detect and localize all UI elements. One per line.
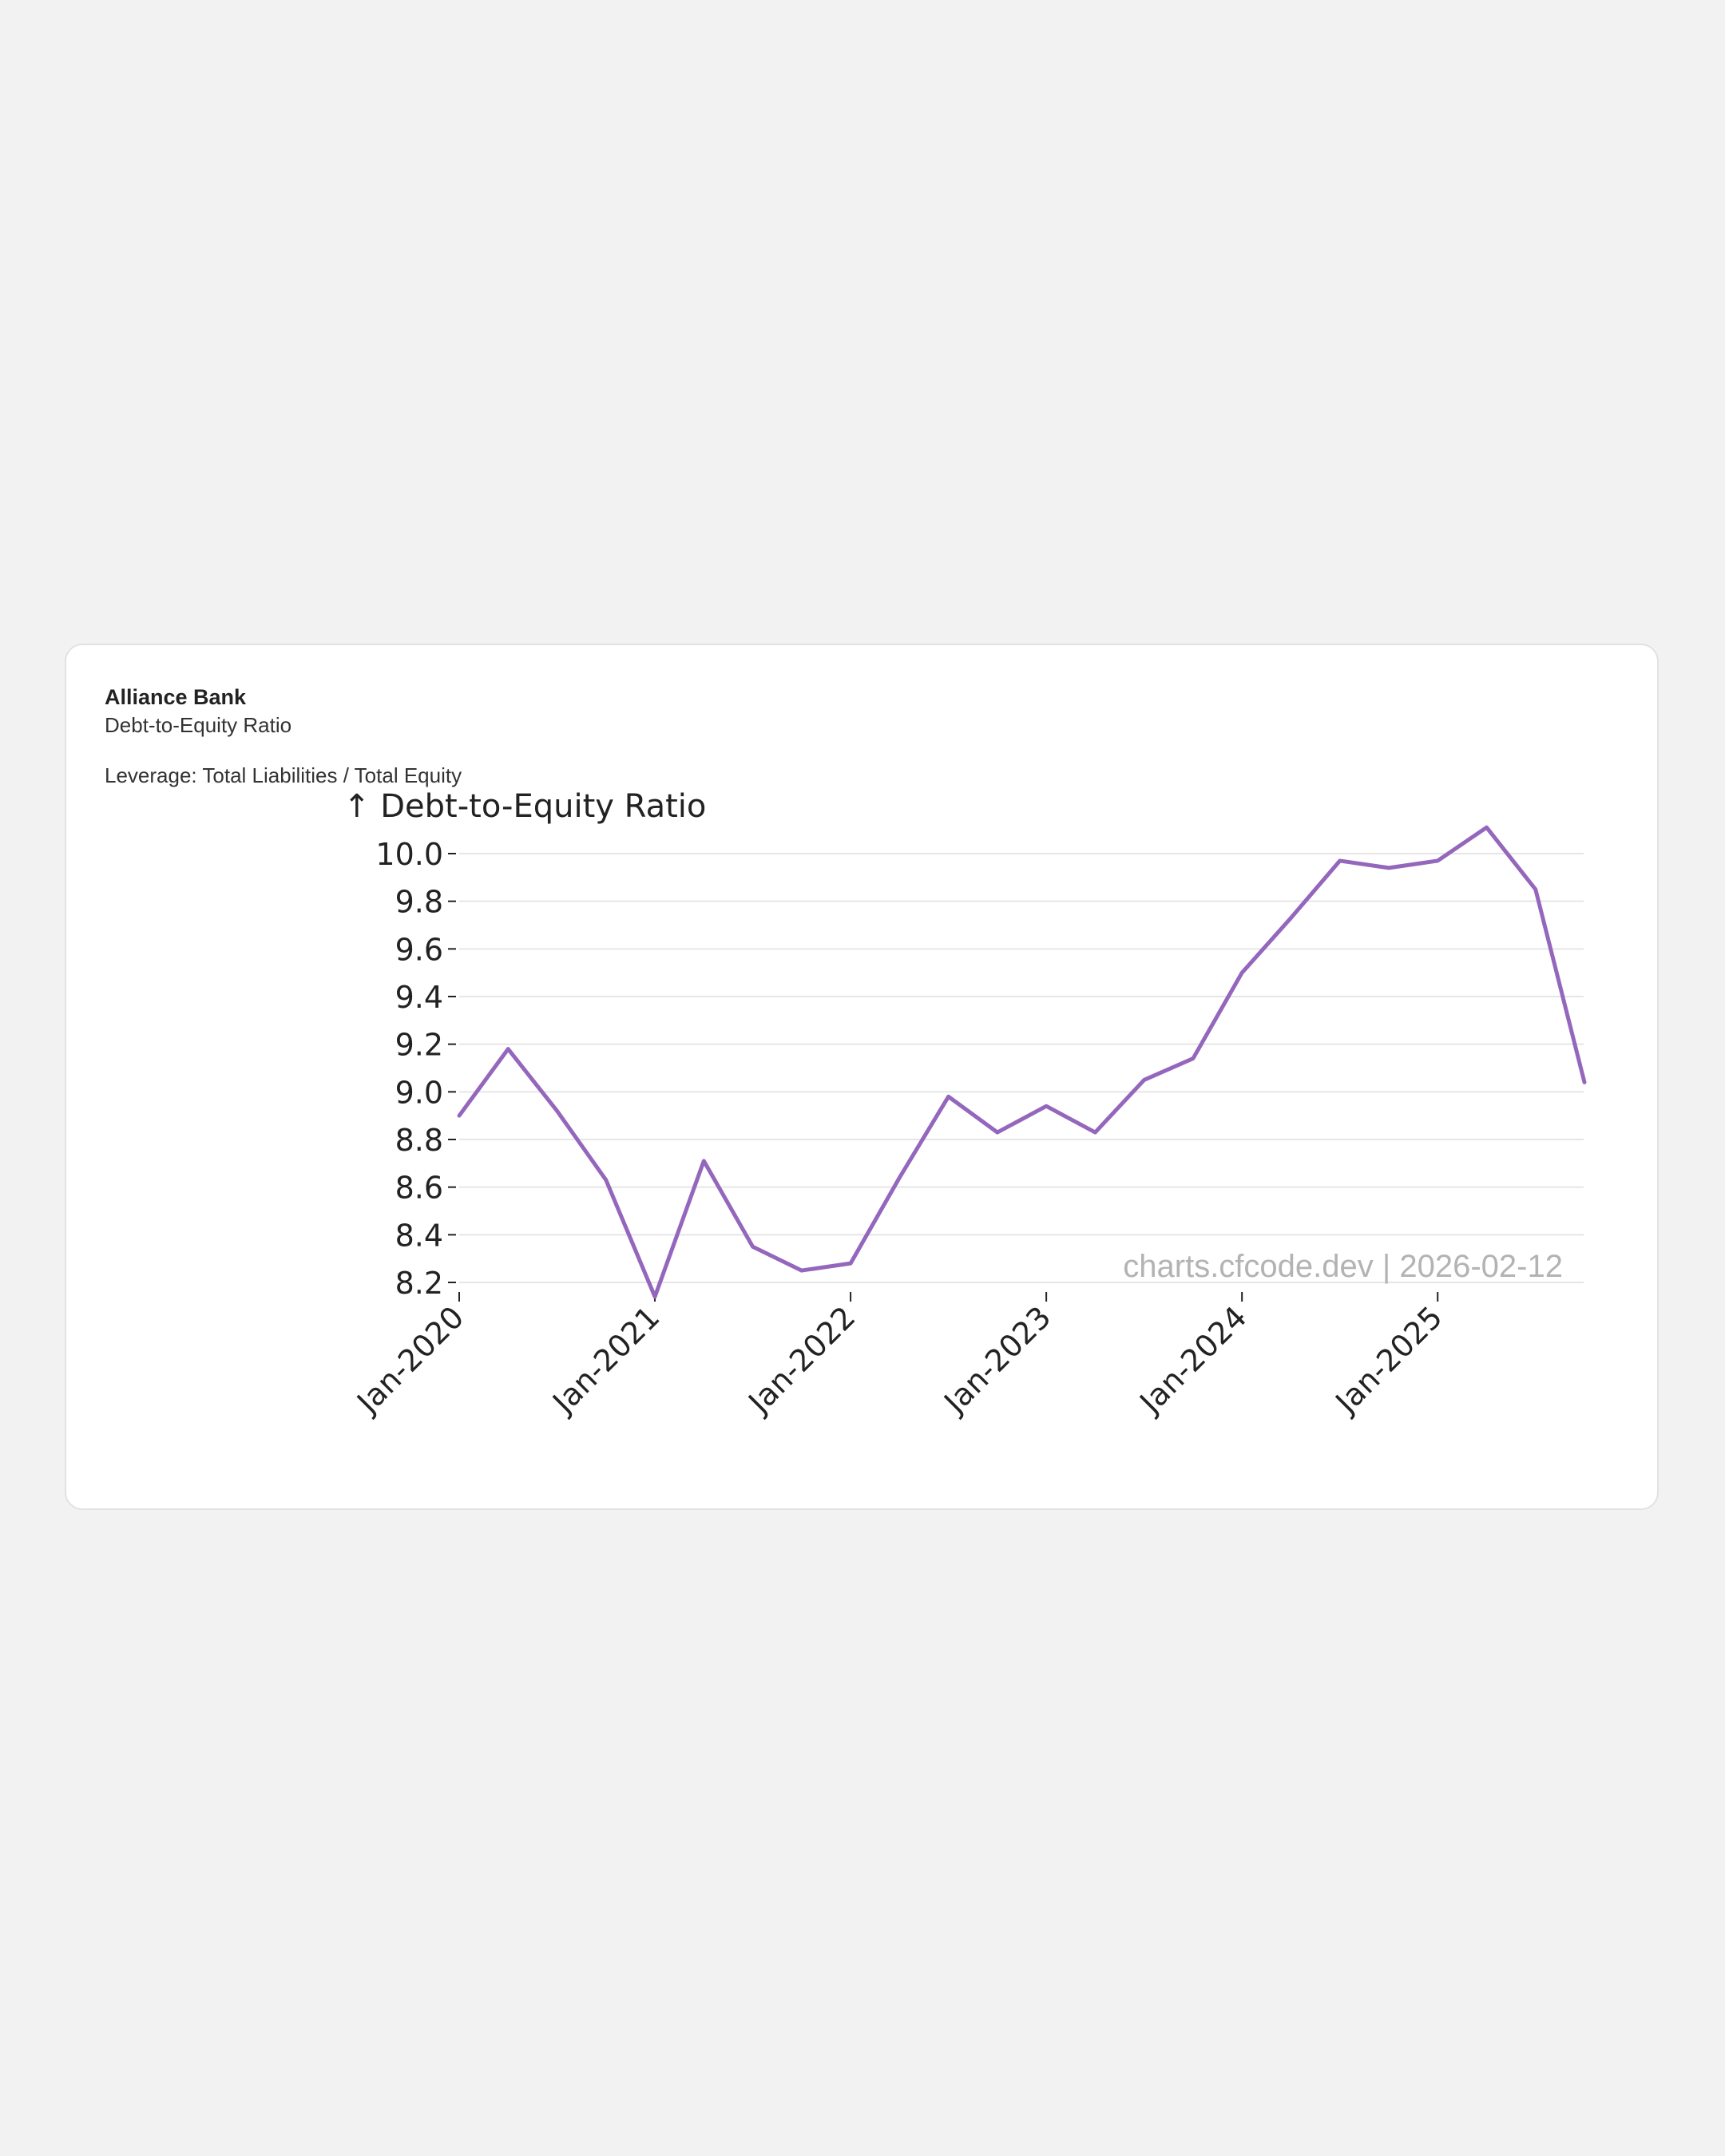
y-tick-label: 9.0 — [395, 1075, 443, 1110]
y-tick-label: 8.6 — [395, 1171, 443, 1206]
y-tick-label: 8.2 — [395, 1266, 443, 1301]
y-tick-label: 9.8 — [395, 885, 443, 920]
y-tick-label: 9.2 — [395, 1028, 443, 1063]
y-tick-label: 10.0 — [375, 837, 443, 872]
metric-name: Debt-to-Equity Ratio — [105, 713, 292, 737]
gridlines — [459, 853, 1584, 1283]
y-axis: 8.2 8.4 8.6 8.8 9.0 9.2 9.4 9.6 9.8 10.0 — [375, 837, 456, 1301]
y-tick-label: 8.8 — [395, 1123, 443, 1158]
x-tick-label: Jan-2023 — [936, 1299, 1057, 1421]
x-tick-label: Jan-2020 — [349, 1299, 470, 1421]
chart-subtitle: Leverage: Total Liabilities / Total Equi… — [105, 763, 462, 787]
y-tick-label: 9.6 — [395, 932, 443, 967]
y-tick-label: 9.4 — [395, 980, 443, 1015]
x-tick-label: Jan-2025 — [1328, 1299, 1449, 1421]
chart-card: Alliance Bank Debt-to-Equity Ratio Lever… — [65, 644, 1659, 1510]
x-axis: Jan-2020 Jan-2021 Jan-2022 Jan-2023 Jan-2024… — [349, 1292, 1449, 1421]
series-line — [457, 825, 1587, 1299]
series-layer — [457, 825, 1587, 1299]
watermark: charts.cfcode.dev | 2026-02-12 — [1123, 1249, 1563, 1284]
company-name: Alliance Bank — [105, 685, 247, 709]
y-axis-title: ↑ Debt-to-Equity Ratio — [343, 788, 706, 825]
line-chart: 8.2 8.4 8.6 8.8 9.0 9.2 9.4 9.6 9.8 10.0 Jan-2020… — [343, 788, 1587, 1421]
x-tick-label: Jan-2021 — [545, 1299, 666, 1421]
x-tick-label: Jan-2024 — [1132, 1299, 1254, 1421]
y-tick-label: 8.4 — [395, 1218, 443, 1253]
x-tick-label: Jan-2022 — [740, 1299, 862, 1421]
